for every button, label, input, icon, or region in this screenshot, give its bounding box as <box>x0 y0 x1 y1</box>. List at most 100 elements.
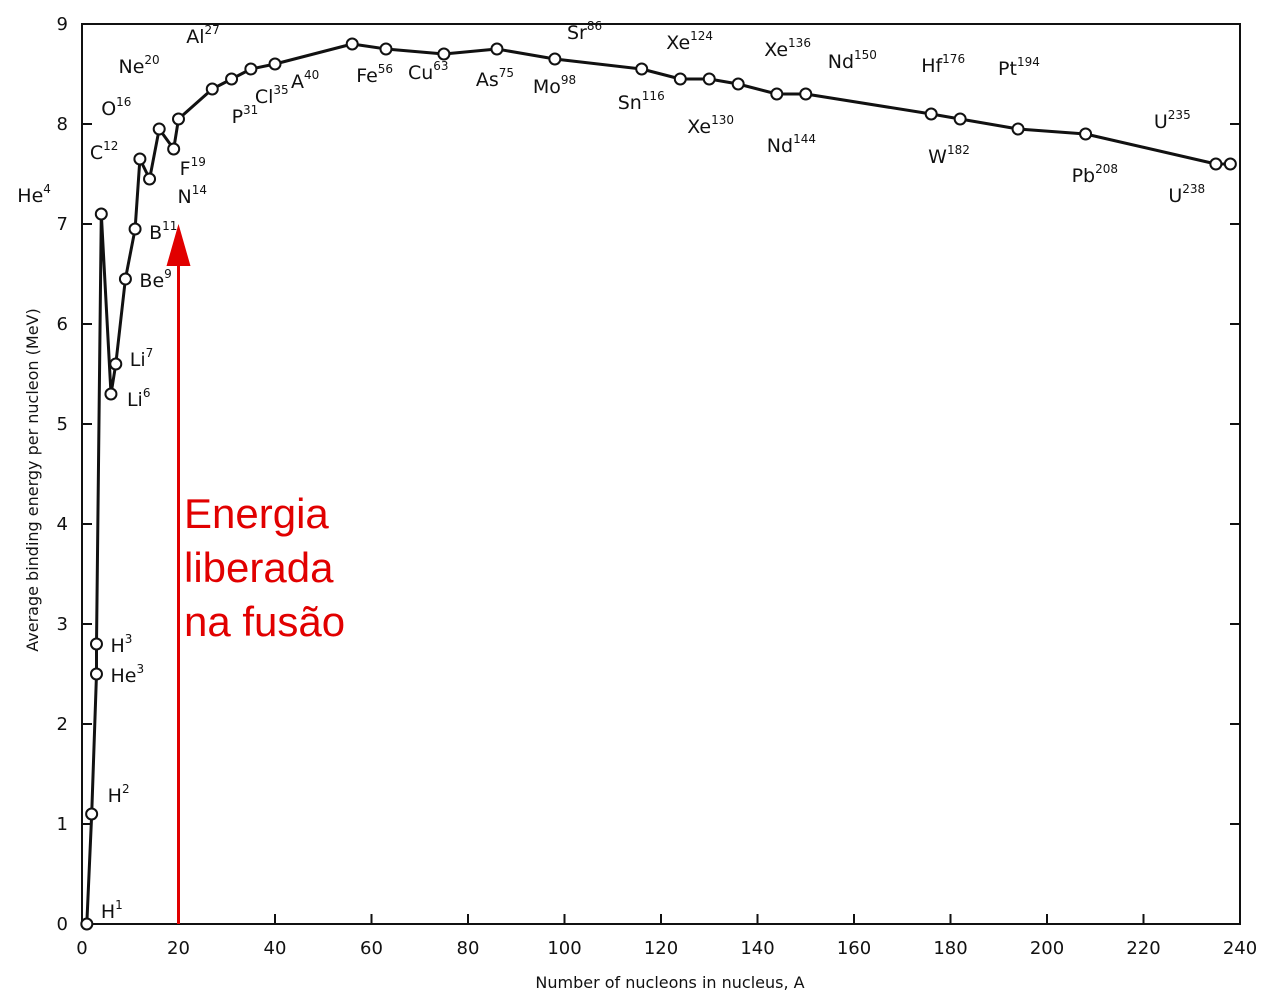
label-w182: W182 <box>928 143 970 168</box>
y-axis-ticks: 0 1 2 3 4 5 6 7 8 9 <box>57 14 1240 935</box>
x-tick-label: 240 <box>1223 938 1257 959</box>
data-point-hf176 <box>924 107 938 121</box>
data-point-nd150 <box>799 87 813 101</box>
x-tick-label: 20 <box>167 938 190 959</box>
label-he3: He3 <box>110 662 144 687</box>
y-tick-label: 6 <box>57 314 68 335</box>
annotation-line-3: na fusão <box>184 598 345 645</box>
data-point-n14 <box>143 172 157 186</box>
data-point-mo98 <box>548 52 562 66</box>
label-cl35: Cl35 <box>255 83 289 108</box>
label-as75: As75 <box>476 66 514 91</box>
x-tick-label: 60 <box>360 938 383 959</box>
label-al27: Al27 <box>186 23 220 48</box>
series-line <box>85 42 1231 925</box>
data-point-as75 <box>437 47 451 61</box>
data-point-al27 <box>205 82 219 96</box>
label-h3: H3 <box>110 632 132 657</box>
label-li6: Li6 <box>127 386 151 411</box>
label-f19: F19 <box>180 155 206 180</box>
y-tick-label: 2 <box>57 714 68 735</box>
y-tick-label: 3 <box>57 614 68 635</box>
isotope-labels: H1 H2 He3 H3 He4 Li6 Li7 Be9 B11 C12 N14 O16 F19 Ne20… <box>17 19 1205 923</box>
label-li7: Li7 <box>130 346 154 371</box>
x-tick-label: 40 <box>264 938 287 959</box>
x-tick-label: 200 <box>1030 938 1064 959</box>
label-h1: H1 <box>101 898 123 923</box>
label-cu63: Cu63 <box>408 59 449 84</box>
label-xe130: Xe130 <box>687 113 734 138</box>
label-pt194: Pt194 <box>998 55 1040 80</box>
label-be9: Be9 <box>139 267 171 292</box>
label-ne20: Ne20 <box>119 53 160 78</box>
data-point-cu63 <box>379 42 393 56</box>
data-point-xe136 <box>731 77 745 91</box>
label-o16: O16 <box>101 95 131 120</box>
data-point-f19 <box>167 142 181 156</box>
label-u235: U235 <box>1154 108 1191 133</box>
binding-energy-series <box>85 42 1231 925</box>
data-point-pt194 <box>1011 122 1025 136</box>
y-tick-label: 7 <box>57 214 68 235</box>
data-point-sr86 <box>490 42 504 56</box>
label-sr86: Sr86 <box>567 19 602 44</box>
label-pb208: Pb208 <box>1072 162 1118 187</box>
data-point-p31 <box>225 72 239 86</box>
data-point-he4 <box>94 207 108 221</box>
label-nd150: Nd150 <box>828 48 877 73</box>
annotation-line-2: liberada <box>184 544 334 591</box>
x-tick-label: 220 <box>1126 938 1160 959</box>
data-point-u235 <box>1209 157 1223 171</box>
data-point-h1 <box>80 917 94 931</box>
x-axis-ticks: 0 20 40 60 80 100 120 140 160 180 200 220 240 <box>76 914 1257 959</box>
y-tick-label: 4 <box>57 514 68 535</box>
x-tick-label: 140 <box>740 938 774 959</box>
data-point-b11 <box>128 222 142 236</box>
data-point-a40 <box>268 57 282 71</box>
data-point-o16 <box>152 122 166 136</box>
x-axis-title: Number of nucleons in nucleus, A <box>535 973 804 992</box>
label-a40: A40 <box>291 68 319 93</box>
data-point-be9 <box>118 272 132 286</box>
data-point-w182 <box>953 112 967 126</box>
data-point-sn116 <box>635 62 649 76</box>
data-point-h3 <box>89 637 103 651</box>
x-tick-label: 0 <box>76 938 87 959</box>
label-fe56: Fe56 <box>356 62 393 87</box>
data-point-li7 <box>109 357 123 371</box>
data-points <box>80 37 1237 931</box>
label-sn116: Sn116 <box>618 89 665 114</box>
y-tick-label: 5 <box>57 414 68 435</box>
y-tick-label: 9 <box>57 14 68 35</box>
y-tick-label: 8 <box>57 114 68 135</box>
label-u238: U238 <box>1168 182 1205 207</box>
data-point-u238 <box>1223 157 1237 171</box>
chart-axes <box>81 23 1241 925</box>
label-xe136: Xe136 <box>764 36 811 61</box>
data-point-he3 <box>89 667 103 681</box>
label-nd144: Nd144 <box>767 132 816 157</box>
annotation-arrowhead <box>166 224 191 266</box>
data-point-cl35 <box>244 62 258 76</box>
data-point-xe124 <box>673 72 687 86</box>
label-xe124: Xe124 <box>666 29 713 54</box>
label-mo98: Mo98 <box>533 73 576 98</box>
x-tick-label: 100 <box>547 938 581 959</box>
data-point-xe130 <box>702 72 716 86</box>
y-tick-label: 0 <box>57 914 68 935</box>
label-n14: N14 <box>178 183 208 208</box>
y-tick-label: 1 <box>57 814 68 835</box>
label-c12: C12 <box>90 139 119 164</box>
label-p31: P31 <box>232 103 259 128</box>
label-hf176: Hf176 <box>921 52 965 77</box>
label-he4: He4 <box>17 182 51 207</box>
data-point-h2 <box>85 807 99 821</box>
annotation-line-1: Energia <box>184 490 329 537</box>
x-tick-label: 80 <box>457 938 480 959</box>
data-point-fe56 <box>345 37 359 51</box>
x-tick-label: 180 <box>933 938 967 959</box>
data-point-nd144 <box>770 87 784 101</box>
data-point-pb208 <box>1079 127 1093 141</box>
x-tick-label: 120 <box>644 938 678 959</box>
